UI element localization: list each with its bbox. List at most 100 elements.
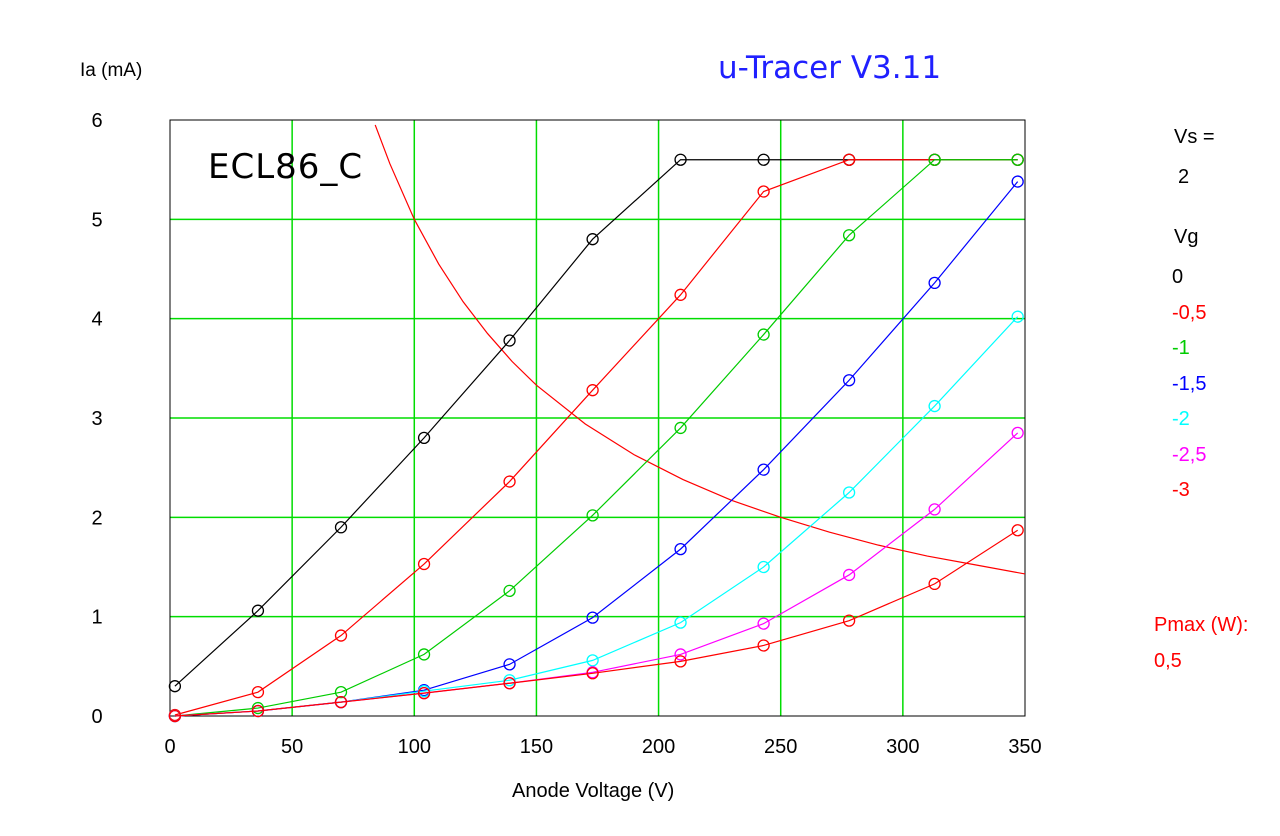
plot-frame: [169, 119, 1026, 717]
series-line: [174, 159, 1018, 717]
legend-item: -1,5: [1172, 372, 1207, 395]
data-point: [757, 185, 770, 198]
y-tick-label: 0: [91, 706, 102, 728]
data-point: [334, 695, 348, 709]
data-point: [503, 584, 516, 597]
pmax-value: 0,5: [1154, 650, 1182, 672]
data-point: [417, 431, 431, 445]
data-point: [674, 616, 687, 629]
data-point: [674, 153, 687, 166]
chart-series: [168, 153, 1024, 723]
x-tick-label: 300: [886, 736, 919, 758]
data-point: [674, 648, 687, 661]
data-point: [1011, 175, 1024, 188]
y-tick-label: 1: [91, 607, 102, 629]
data-point: [674, 288, 687, 301]
data-point: [928, 503, 941, 516]
data-point: [757, 463, 770, 476]
data-point: [417, 557, 431, 571]
series-line: [174, 159, 1018, 716]
series-line: [174, 181, 1019, 717]
data-point: [842, 614, 856, 627]
data-point: [928, 276, 941, 290]
chart-legend: 0 -0,5 -1 -1,5 -2 -2,5 -3: [1172, 266, 1206, 515]
pmax-curve: [374, 124, 1025, 575]
data-point: [842, 153, 856, 166]
data-point: [757, 560, 770, 574]
data-point: [842, 568, 856, 582]
data-point: [1011, 426, 1024, 440]
series-3: [168, 175, 1024, 723]
data-point: [251, 701, 265, 715]
pmax-label: Pmax (W):: [1154, 614, 1249, 636]
data-point: [251, 686, 265, 699]
vg-label: Vg: [1174, 226, 1199, 248]
data-point: [586, 384, 599, 397]
x-tick-label: 350: [1008, 736, 1041, 758]
data-point: [1011, 153, 1024, 166]
data-point: [842, 486, 856, 499]
y-tick-label: 6: [91, 110, 102, 132]
legend-item: 0: [1172, 266, 1184, 288]
app-title: u-Tracer V3.11: [718, 50, 942, 86]
x-axis-label: Anode Voltage (V): [512, 780, 675, 802]
data-point: [586, 667, 599, 680]
data-point: [757, 639, 770, 652]
data-point: [503, 658, 516, 671]
data-point: [674, 542, 687, 556]
vs-label: Vs =: [1174, 126, 1215, 148]
data-point: [168, 709, 182, 723]
y-tick-label: 4: [91, 309, 102, 331]
legend-item: -3: [1172, 479, 1190, 501]
legend-item: -1: [1172, 337, 1190, 359]
y-tick-label: 3: [91, 408, 102, 430]
vs-value: 2: [1178, 166, 1190, 188]
data-point: [503, 475, 516, 488]
data-point: [503, 674, 516, 687]
data-point: [842, 229, 856, 242]
legend-item: -2: [1172, 408, 1190, 430]
series-line: [174, 529, 1018, 717]
data-point: [586, 611, 599, 624]
x-tick-label: 100: [398, 736, 431, 758]
data-point: [334, 686, 348, 699]
data-point: [757, 328, 770, 341]
data-point: [503, 677, 516, 690]
series-1: [168, 153, 1024, 722]
x-tick-label: 250: [764, 736, 797, 758]
data-point: [586, 509, 599, 522]
data-point: [928, 153, 941, 166]
data-point: [417, 687, 431, 700]
x-tick-label: 200: [642, 736, 675, 758]
data-point: [757, 153, 770, 166]
data-point: [503, 334, 516, 347]
legend-item: -2,5: [1172, 443, 1207, 466]
series-line: [174, 432, 1019, 717]
chart-grid: [170, 120, 1025, 716]
y-axis-label: Ia (mA): [80, 60, 143, 81]
x-tick-label: 0: [164, 736, 175, 758]
y-tick-label: 2: [91, 507, 102, 529]
data-point: [674, 655, 687, 668]
data-point: [168, 680, 182, 693]
series-4: [168, 310, 1024, 723]
data-point: [251, 604, 265, 617]
pmax-line: [374, 124, 1025, 575]
data-point: [842, 374, 856, 387]
data-point: [251, 704, 265, 718]
legend-item: -0,5: [1172, 301, 1207, 324]
data-point: [928, 577, 941, 591]
data-point: [674, 421, 687, 435]
data-point: [757, 617, 770, 630]
y-tick-label: 5: [91, 209, 102, 231]
data-point: [586, 233, 599, 246]
chart-axes: 0 50 100 150 200 250 300 350 0 1 2 3 4 5 6: [91, 110, 1041, 758]
tube-name: ECL86_C: [208, 147, 364, 187]
series-line: [174, 159, 1018, 687]
data-point: [1011, 524, 1024, 537]
data-point: [928, 399, 941, 413]
series-6: [168, 524, 1024, 723]
data-point: [417, 648, 431, 661]
series-0: [168, 153, 1024, 693]
